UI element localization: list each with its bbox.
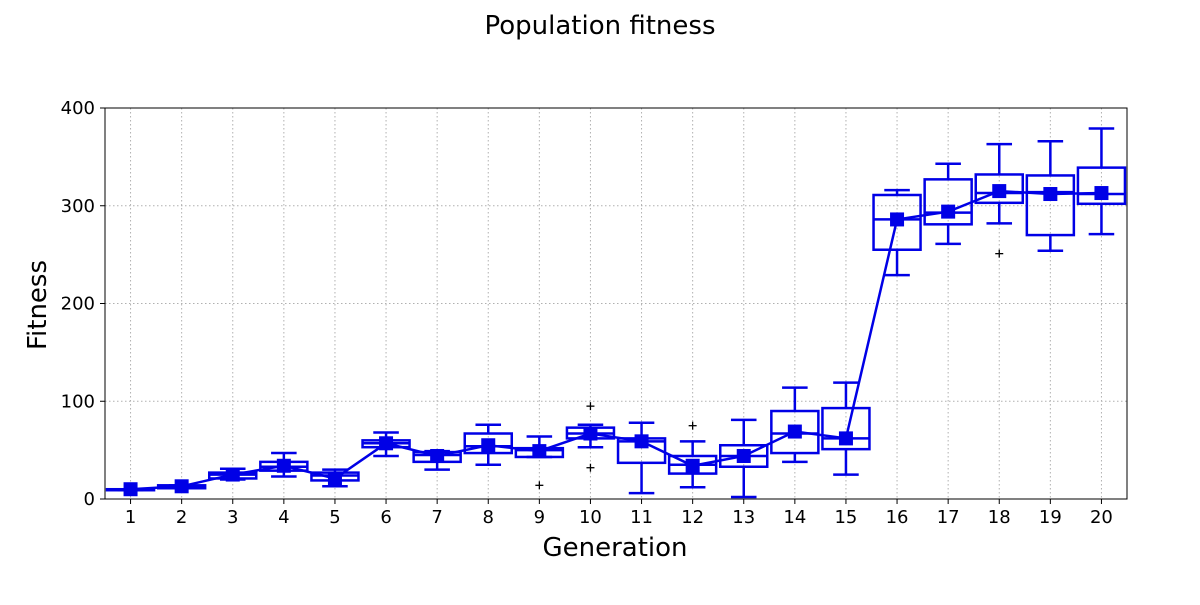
mean-series (123, 184, 1109, 497)
x-tick-label: 19 (1039, 507, 1062, 528)
x-tick-label: 3 (227, 507, 238, 528)
x-tick-label: 4 (278, 507, 289, 528)
box-11 (616, 421, 667, 495)
x-tick-label: 8 (483, 507, 494, 528)
box-8 (463, 423, 514, 467)
y-tick-label: 200 (61, 294, 95, 315)
iqr-box (974, 173, 1025, 205)
mean-marker (992, 184, 1007, 199)
x-tick-label: 6 (380, 507, 391, 528)
x-tick-label: 18 (988, 507, 1011, 528)
mean-marker (941, 204, 956, 219)
x-tick-label: 16 (886, 507, 909, 528)
x-tick-label: 1 (125, 507, 136, 528)
mean-marker (583, 426, 598, 441)
mean-marker (174, 479, 189, 494)
mean-marker (430, 448, 445, 463)
box-13 (718, 418, 769, 499)
mean-marker (123, 482, 138, 497)
x-tick-label: 17 (937, 507, 960, 528)
x-tick-label: 11 (630, 507, 653, 528)
mean-marker (379, 436, 394, 451)
iqr-box (1076, 166, 1127, 206)
x-tick-label: 2 (176, 507, 187, 528)
chart-title: Population fitness (484, 11, 715, 41)
iqr-box (1025, 174, 1076, 237)
mean-marker (1043, 187, 1058, 202)
box-16 (872, 188, 922, 277)
x-tick-label: 10 (579, 507, 602, 528)
x-tick-label: 5 (329, 507, 340, 528)
y-tick-label: 100 (61, 391, 95, 412)
mean-marker (838, 431, 853, 446)
iqr-box (821, 406, 871, 451)
y-tick-label: 300 (61, 196, 95, 217)
boxes (105, 127, 1127, 499)
mean-marker (327, 471, 342, 486)
x-tick-label: 20 (1090, 507, 1113, 528)
y-tick-label: 0 (84, 489, 95, 510)
mean-marker (532, 444, 547, 459)
x-tick-label: 15 (834, 507, 857, 528)
mean-marker (890, 212, 905, 227)
x-tick-label: 14 (783, 507, 806, 528)
mean-marker (276, 458, 291, 473)
y-tick-label: 400 (61, 98, 95, 119)
mean-marker (736, 448, 751, 463)
y-axis-label: Fitness (23, 260, 53, 350)
iqr-box (770, 409, 820, 455)
mean-marker (1094, 186, 1109, 201)
mean-marker (225, 467, 240, 482)
mean-marker (787, 424, 802, 439)
iqr-box (872, 193, 922, 251)
mean-line (130, 189, 1102, 491)
grid (105, 108, 1127, 499)
iqr-box (463, 432, 514, 455)
mean-marker (634, 434, 649, 449)
mean-marker (685, 458, 700, 473)
x-tick-label: 7 (431, 507, 442, 528)
x-tick-label: 9 (534, 507, 545, 528)
x-tick-label: 13 (732, 507, 755, 528)
box-12 (667, 421, 718, 489)
mean-marker (481, 438, 496, 453)
x-axis-label: Generation (542, 533, 687, 563)
box-17 (923, 162, 973, 246)
x-tick-label: 12 (681, 507, 704, 528)
